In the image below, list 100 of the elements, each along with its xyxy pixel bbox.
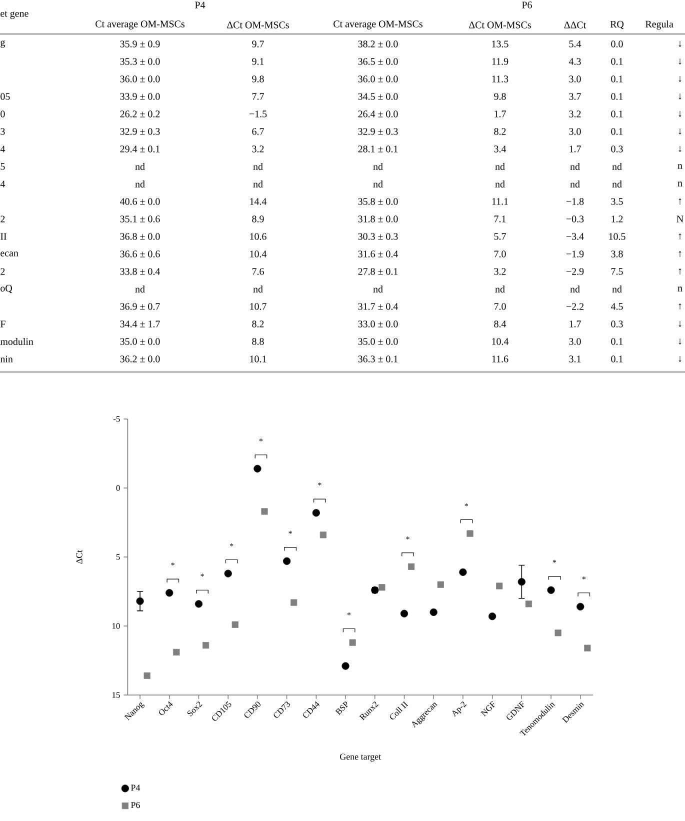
text: 33.9 ± 0.0 (120, 93, 160, 100)
category-label: ΔCt OM-MSCs (469, 22, 531, 28)
text: nd (373, 180, 383, 188)
text: 10.5 (609, 233, 626, 240)
text: 7.0 (494, 303, 506, 310)
text: 28.1 ± 0.1 (358, 146, 398, 152)
legend-label: P6 (131, 802, 140, 808)
text: nd (135, 162, 145, 170)
text: 34.4 ± 1.7 (120, 320, 160, 328)
text: ↓ (678, 76, 682, 82)
text: 11.3 (492, 76, 508, 82)
text: n (678, 164, 682, 169)
text: 32.9 ± 0.3 (120, 128, 160, 135)
text: nd (373, 285, 383, 292)
category-label: ΔCt OM-MSCs (227, 22, 289, 28)
text: P4 (195, 2, 206, 8)
category-label: Regula (645, 20, 674, 30)
text: 5.7 (494, 233, 506, 240)
x-tick-label: Coll II (390, 701, 408, 720)
text: 4.5 (610, 303, 623, 310)
text: 3.2 (569, 110, 581, 118)
text: 26.2 ± 0.2 (120, 110, 160, 118)
text: et gene (0, 11, 28, 19)
text: ↓ (678, 128, 682, 134)
text: −0.3 (566, 216, 584, 222)
text: 6.7 (252, 128, 264, 135)
text: n (678, 286, 682, 292)
text: 10.4 (492, 338, 509, 345)
text: 3.8 (611, 250, 623, 258)
text: 0.3 (611, 320, 623, 328)
text: nd (612, 162, 622, 170)
y-tick-label: 5 (116, 554, 120, 560)
category-label: RQ (610, 20, 624, 30)
category-label: 0 (0, 110, 5, 118)
text: nd (495, 180, 505, 188)
text: −1.5 (249, 110, 267, 118)
y-axis-title: ΔCt (76, 550, 82, 564)
category-label: g (0, 40, 5, 48)
text: ↓ (678, 356, 682, 362)
text: 1.7 (494, 110, 506, 118)
text: nd (253, 180, 263, 188)
category-label: Ct average OM-MSCs (334, 20, 422, 30)
text: 9.8 (252, 76, 264, 82)
text: nd (135, 285, 145, 292)
text: ↓ (678, 338, 682, 344)
text: 3.1 (569, 356, 581, 362)
text: ↓ (678, 94, 682, 100)
text: 40.6 ± 0.0 (120, 198, 160, 205)
text: 0.1 (611, 338, 623, 345)
text: nd (253, 285, 263, 292)
text: 0.1 (611, 76, 623, 82)
category-label: 4 (0, 146, 6, 152)
category-label: ecan (0, 252, 18, 256)
text: 11.6 (492, 356, 508, 362)
text: ↓ (678, 146, 682, 152)
text: 4.3 (568, 58, 581, 65)
text: −1.9 (566, 250, 584, 258)
text: nd (373, 162, 383, 170)
text: P6 (522, 2, 532, 8)
text: 1.7 (570, 146, 581, 152)
text: 35.0 ± 0.0 (358, 338, 398, 345)
text: 35.3 ± 0.0 (120, 58, 160, 65)
text: nd (135, 180, 145, 188)
text: 35.1 ± 0.6 (120, 216, 160, 222)
category-label: 2 (0, 268, 5, 275)
text: 8.2 (494, 128, 506, 135)
text: −2.2 (566, 303, 584, 310)
text: ↓ (678, 58, 682, 64)
category-label: ΔΔCt (564, 22, 586, 28)
category-label: modulin (0, 338, 34, 345)
text: n (678, 182, 682, 186)
text: 7.6 (252, 268, 264, 275)
text: 36.3 ± 0.1 (358, 356, 398, 362)
category-label: II (0, 233, 6, 240)
category-label: nin (0, 356, 13, 362)
text: ↓ (678, 41, 682, 47)
text: 26.4 ± 0.0 (358, 110, 398, 118)
text: ↑ (678, 268, 682, 274)
text: 32.9 ± 0.3 (358, 128, 398, 135)
text: 0.1 (611, 128, 623, 135)
text: 10.7 (250, 303, 266, 310)
category-label: 2 (0, 216, 5, 222)
text: N (676, 216, 684, 222)
text: 9.7 (252, 40, 264, 48)
text: nd (612, 180, 622, 188)
text: 35.0 ± 0.0 (120, 338, 160, 345)
text: nd (570, 180, 580, 188)
text: 35.8 ± 0.0 (358, 198, 398, 205)
text: −2.9 (566, 268, 584, 275)
text: 3.2 (252, 146, 264, 152)
text: 36.6 ± 0.6 (120, 250, 160, 258)
x-tick-label: BSP (335, 702, 348, 716)
text: 10.4 (250, 250, 267, 258)
text: 8.2 (252, 320, 264, 328)
text: ↓ (678, 111, 682, 117)
text: nd (495, 285, 505, 292)
text: 5.4 (569, 40, 582, 48)
text: 29.4 ± 0.1 (120, 146, 160, 152)
text: nd (253, 162, 263, 170)
text: 31.6 ± 0.4 (358, 250, 398, 258)
